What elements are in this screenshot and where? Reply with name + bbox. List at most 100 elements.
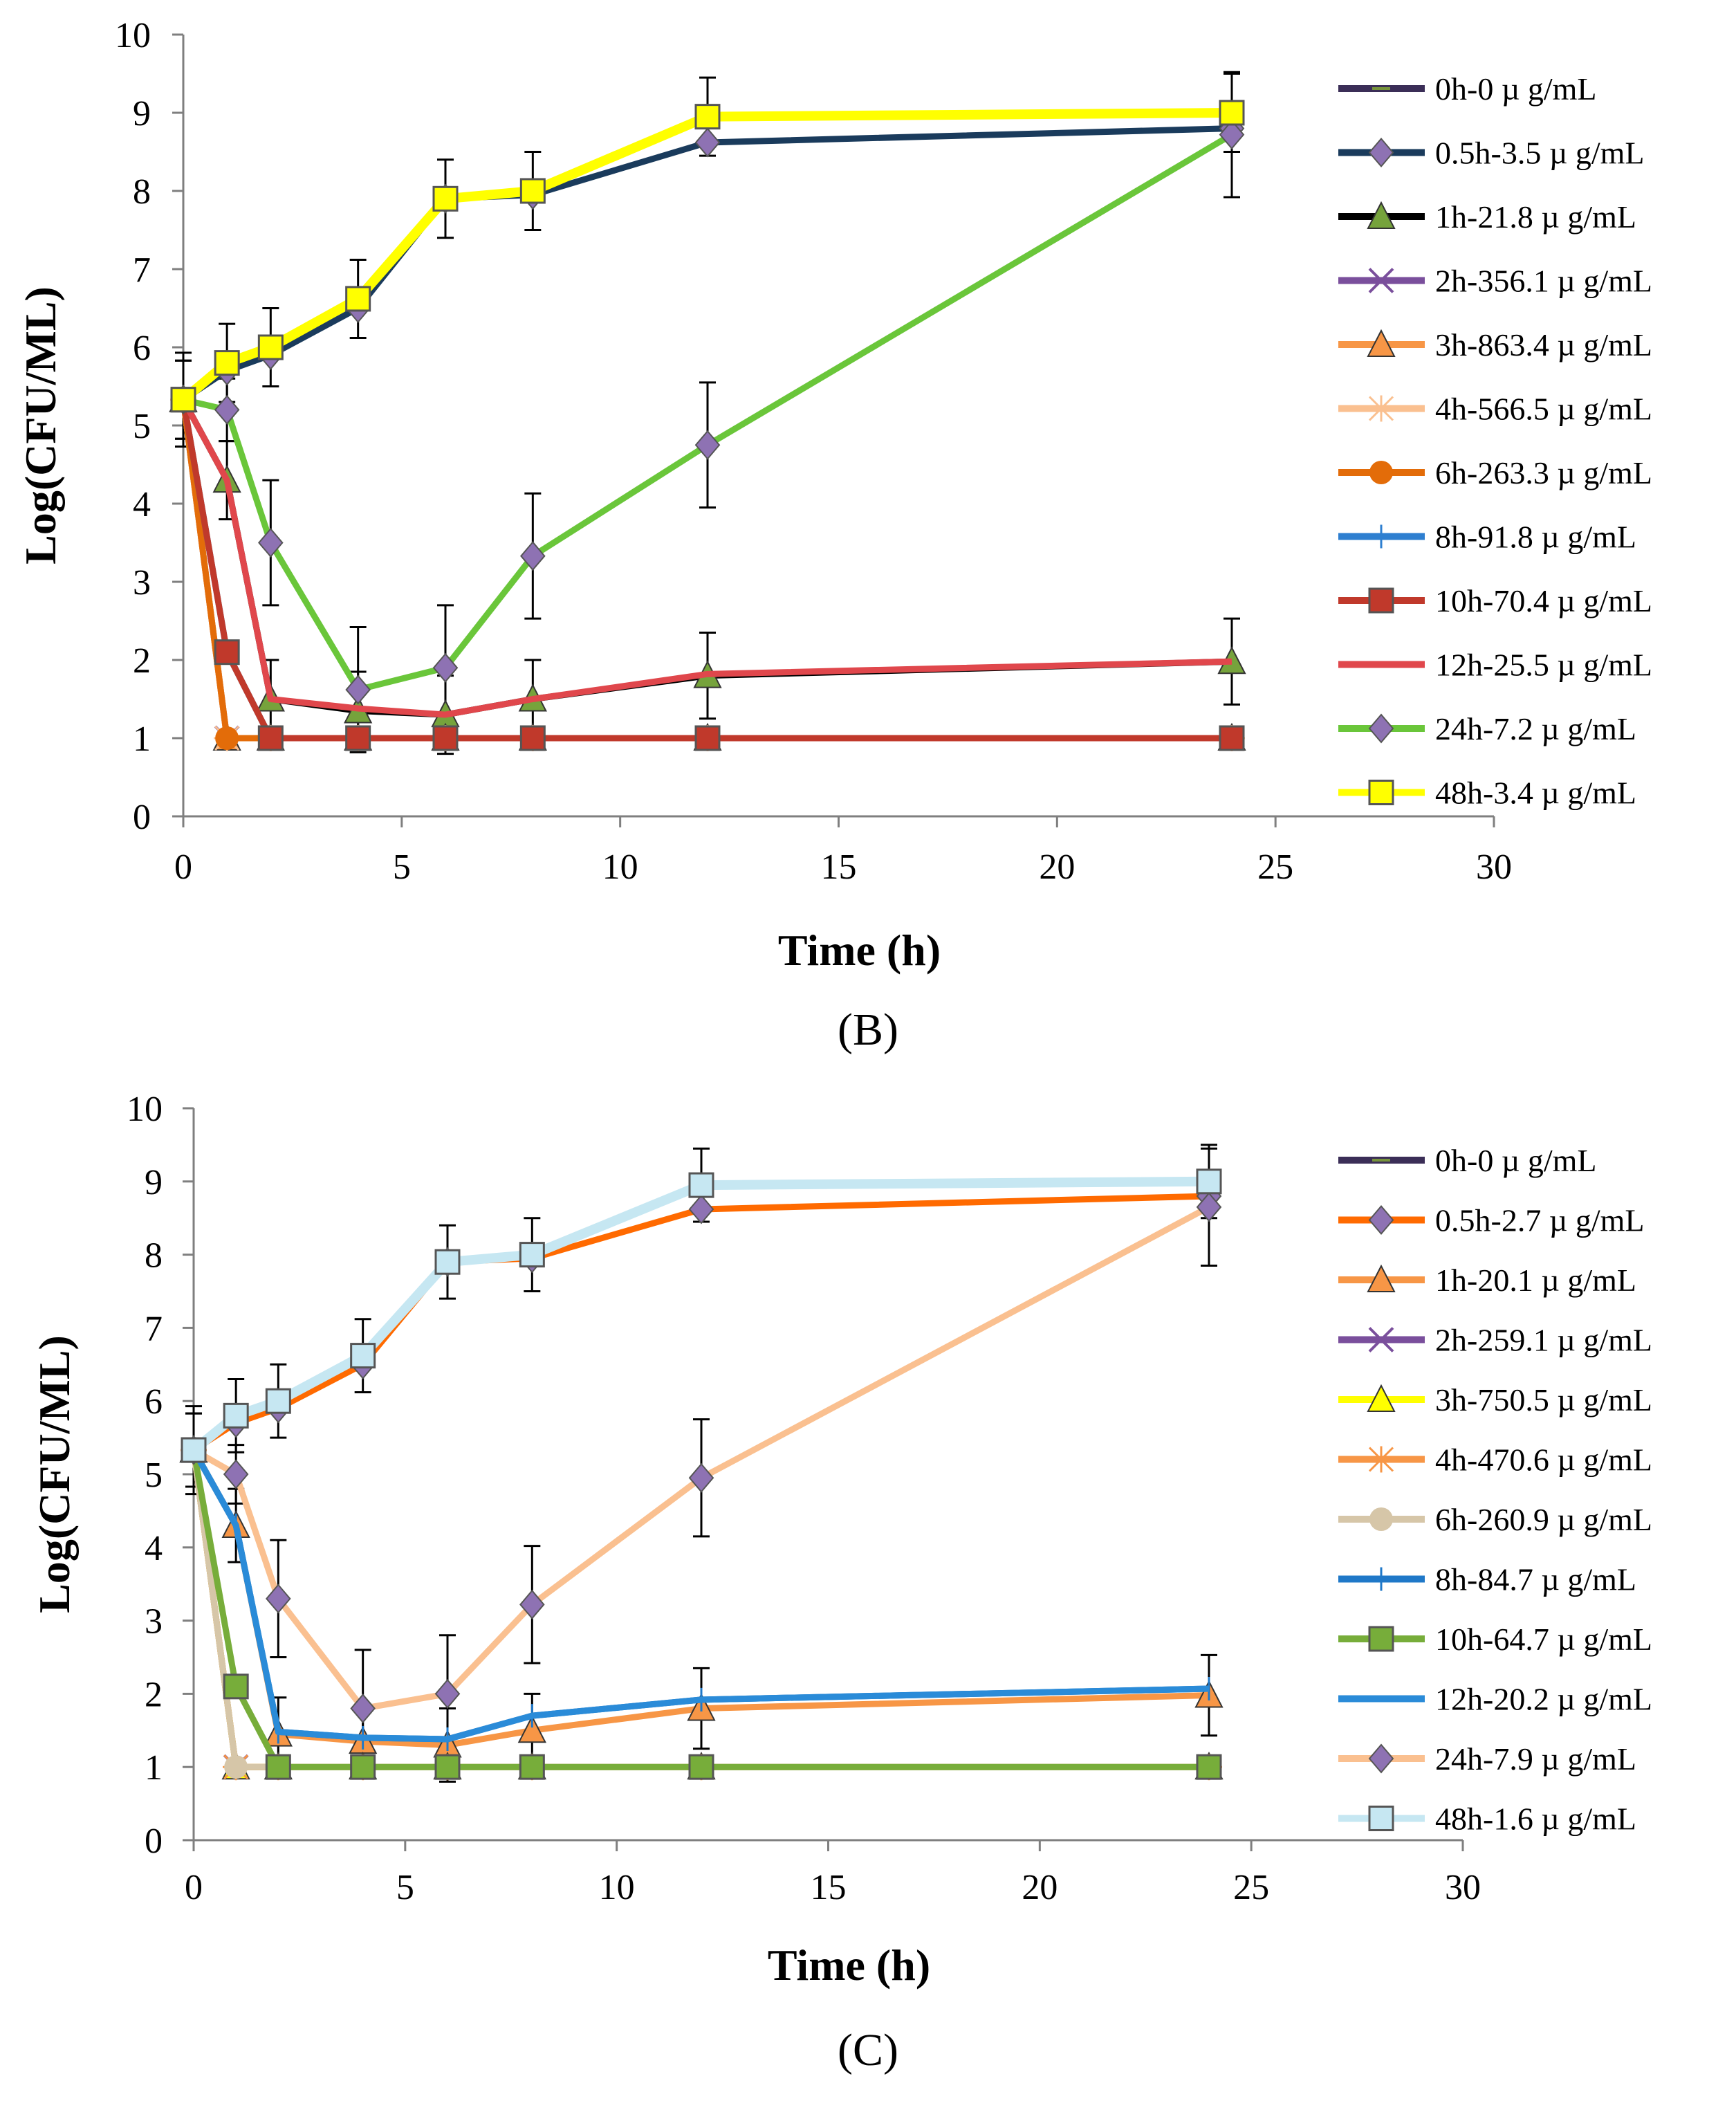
y-tick-label: 8: [145, 1236, 163, 1276]
data-point: [224, 1755, 248, 1779]
series-11: [181, 1168, 1222, 1463]
x-tick-label: 30: [1476, 847, 1512, 887]
data-point: [434, 1249, 461, 1275]
y-tick-label: 4: [133, 485, 151, 524]
x-tick-label: 0: [185, 1868, 203, 1907]
data-point: [517, 1715, 546, 1743]
legend-swatch-marker: [1367, 1264, 1396, 1292]
legend-swatch-marker: [1368, 1327, 1394, 1352]
legend-label: 4h-566.5 µ g/mL: [1435, 392, 1652, 427]
legend-item: 4h-566.5 µ g/mL: [1338, 392, 1652, 427]
y-tick-label: 4: [145, 1529, 163, 1568]
series-9: [191, 1448, 1210, 1743]
data-point: [432, 185, 459, 212]
series-10: [170, 120, 1245, 705]
data-point: [688, 1194, 714, 1224]
x-tick-label: 25: [1257, 847, 1293, 887]
legend-label: 0.5h-2.7 µ g/mL: [1435, 1203, 1644, 1238]
legend-item: 3h-750.5 µ g/mL: [1338, 1382, 1652, 1418]
x-tick-label: 20: [1022, 1868, 1058, 1907]
data-point: [266, 1584, 291, 1614]
legend-label: 4h-470.6 µ g/mL: [1435, 1442, 1652, 1478]
legend-item: 6h-260.9 µ g/mL: [1338, 1502, 1652, 1537]
y-tick-label: 5: [145, 1456, 163, 1495]
legend-item: 3h-863.4 µ g/mL: [1338, 327, 1652, 363]
data-point: [181, 1437, 207, 1463]
x-tick-label: 10: [602, 847, 638, 887]
legend-swatch-marker: [1367, 201, 1396, 229]
series-line: [180, 398, 1232, 742]
x-tick-label: 0: [174, 847, 192, 887]
y-tick-label: 0: [145, 1822, 163, 1861]
data-point: [519, 1754, 545, 1780]
series-8: [170, 387, 1245, 751]
x-tick-label: 5: [396, 1868, 414, 1907]
legend-label: 10h-64.7 µ g/mL: [1435, 1622, 1652, 1657]
legend-label: 0h-0 µ g/mL: [1435, 71, 1596, 107]
legend-item: 48h-3.4 µ g/mL: [1338, 776, 1636, 811]
x-tick-label: 15: [811, 1868, 847, 1907]
data-point: [1219, 725, 1245, 751]
x-tick-label: 15: [821, 847, 857, 887]
legend-item: 4h-470.6 µ g/mL: [1338, 1442, 1652, 1478]
data-point: [223, 1402, 249, 1429]
data-point: [345, 675, 371, 705]
data-point: [223, 1673, 249, 1700]
legend-swatch-marker: [1368, 780, 1394, 805]
series-1: [170, 113, 1245, 415]
legend-item: 48h-1.6 µ g/mL: [1338, 1801, 1636, 1837]
data-point: [265, 1754, 291, 1780]
y-tick-label: 0: [133, 798, 151, 837]
legend-swatch-marker: [1369, 461, 1393, 484]
legend-swatch-marker: [1368, 1806, 1394, 1831]
legend-label: 12h-25.5 µ g/mL: [1435, 648, 1652, 683]
y-tick-label: 9: [133, 94, 151, 134]
data-point: [257, 334, 284, 360]
data-point: [434, 1754, 461, 1780]
legend-item: 2h-356.1 µ g/mL: [1338, 264, 1652, 299]
legend-label: 12h-20.2 µ g/mL: [1435, 1682, 1652, 1717]
x-tick-label: 30: [1445, 1868, 1481, 1907]
legend-item: 24h-7.9 µ g/mL: [1338, 1741, 1636, 1777]
y-tick-label: 10: [127, 1090, 163, 1129]
legend-swatch-marker: [1368, 587, 1394, 614]
data-point: [694, 430, 721, 460]
legend-swatch-marker: [1369, 1507, 1393, 1531]
data-point: [1196, 1168, 1222, 1195]
data-point: [520, 541, 546, 571]
data-point: [350, 1754, 376, 1780]
data-point: [345, 286, 371, 312]
legend-item: 10h-70.4 µ g/mL: [1338, 583, 1652, 618]
series-line: [192, 1193, 1210, 1453]
legend-swatch-marker: [1368, 1743, 1394, 1774]
legend-item: 12h-20.2 µ g/mL: [1338, 1682, 1652, 1717]
legend-item: 8h-84.7 µ g/mL: [1338, 1562, 1636, 1597]
legend-item: 0.5h-2.7 µ g/mL: [1338, 1203, 1644, 1238]
legend-label: 24h-7.2 µ g/mL: [1435, 711, 1636, 746]
legend-swatch-marker: [1368, 395, 1394, 422]
legend-item: 8h-91.8 µ g/mL: [1338, 520, 1636, 555]
data-point: [214, 394, 240, 425]
series-line: [190, 1449, 1209, 1770]
legend-swatch-marker: [1367, 329, 1396, 357]
y-tick-label: 8: [133, 172, 151, 212]
data-point: [434, 1678, 461, 1709]
data-point: [1219, 100, 1245, 126]
legend-label: 2h-259.1 µ g/mL: [1435, 1323, 1652, 1358]
data-point: [694, 725, 721, 751]
legend-label: 8h-91.8 µ g/mL: [1435, 520, 1636, 555]
legend-item: 1h-21.8 µ g/mL: [1338, 199, 1636, 235]
legend-label: 8h-84.7 µ g/mL: [1435, 1562, 1636, 1597]
legend-item: 24h-7.2 µ g/mL: [1338, 711, 1636, 746]
data-point: [215, 726, 239, 750]
series-9: [181, 398, 1232, 718]
x-tick-label: 25: [1233, 1868, 1269, 1907]
data-point: [519, 1589, 545, 1620]
data-point: [1196, 1192, 1222, 1222]
panel-label: (B): [838, 1004, 898, 1055]
x-tick-label: 20: [1039, 847, 1075, 887]
y-tick-label: 5: [133, 407, 151, 446]
data-point: [214, 639, 240, 666]
series-line: [182, 131, 1234, 693]
y-tick-label: 9: [145, 1163, 163, 1202]
